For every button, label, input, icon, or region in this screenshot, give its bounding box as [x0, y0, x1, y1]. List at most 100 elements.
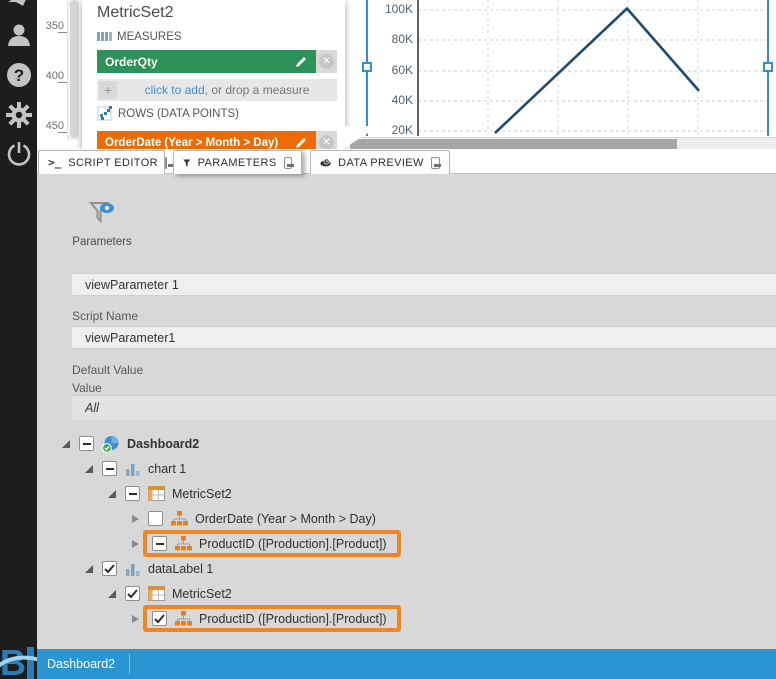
default-value-field[interactable]: All — [72, 395, 776, 420]
add-measure-row[interactable]: + click to add, or drop a measure — [97, 79, 337, 101]
dock-tabstrip: >_ SCRIPT EDITOR PARAMETERS DATA PREVIEW — [37, 149, 776, 174]
tree-row-metricset2[interactable]: MetricSet2 — [37, 581, 776, 606]
tab-label: DATA PREVIEW — [338, 156, 424, 169]
tree-label: ProductID ([Production].[Product]) — [199, 611, 387, 626]
tree-checkbox-indeterminate[interactable] — [79, 436, 94, 451]
tree-row-productid-production-product[interactable]: ProductID ([Production].[Product]) — [37, 530, 776, 557]
tree-row-productid-production-product[interactable]: ProductID ([Production].[Product]) — [37, 605, 776, 632]
default-value-current: All — [85, 401, 99, 415]
tree-label: ProductID ([Production].[Product]) — [199, 536, 387, 551]
parameters-panel: Parameters viewParameter 1 Script Name v… — [37, 175, 776, 649]
chart-icon — [126, 463, 140, 476]
y-axis-tick-label: 20K — [391, 123, 413, 137]
edit-pencil-icon[interactable] — [294, 55, 308, 69]
checkmark — [154, 613, 165, 623]
ruler-tick-label: 350 — [45, 20, 64, 32]
expand-arrow-icon[interactable] — [129, 514, 141, 523]
tab-label: SCRIPT EDITOR — [68, 156, 159, 169]
click-to-add-link[interactable]: click to add — [144, 83, 205, 97]
hierarchy-icon — [175, 611, 192, 626]
ruler-tick-mark — [58, 32, 68, 33]
y-axis-tick-label: 60K — [391, 63, 413, 77]
tree-checkbox-unchecked[interactable] — [148, 511, 163, 526]
tree-checkbox-checked[interactable] — [152, 611, 167, 626]
line-chart[interactable]: 100K 80K 60K 40K 20K — [343, 0, 776, 149]
view-tab-dashboard2[interactable]: Dashboard2 — [47, 657, 116, 671]
measure-pill-orderqty[interactable]: OrderQty ✕ — [97, 50, 337, 73]
remove-measure-button[interactable]: ✕ — [316, 50, 337, 73]
tree-row-dashboard2[interactable]: Dashboard2 — [37, 431, 776, 456]
script-name-field[interactable]: viewParameter1 — [72, 326, 776, 349]
power-icon[interactable] — [0, 141, 37, 167]
plus-icon[interactable]: + — [99, 81, 117, 99]
tree-checkbox-indeterminate[interactable] — [125, 486, 140, 501]
row-pill-label: OrderDate (Year > Month > Day) — [105, 136, 279, 149]
element-tree: Dashboard2 chart 1 MetricSet2 OrderDate (Ye… — [37, 431, 776, 632]
y-axis-tick-label: 100K — [384, 2, 413, 16]
metricset-icon — [148, 486, 165, 501]
chart-icon — [126, 563, 140, 576]
dashboard-canvas: 350 400 450 MetricSet2 MEASURES OrderQty — [37, 0, 776, 149]
collapse-arrow-icon[interactable] — [106, 589, 118, 598]
undock-window-icon[interactable] — [283, 156, 295, 169]
indeterminate-mark — [105, 467, 114, 470]
undock-window-icon[interactable] — [430, 156, 442, 169]
horizontal-scrollbar[interactable] — [350, 137, 776, 149]
tree-row-datalabel-1[interactable]: dataLabel 1 — [37, 556, 776, 581]
tab-parameters[interactable]: PARAMETERS — [173, 150, 302, 174]
user-icon[interactable] — [0, 22, 37, 48]
close-icon: ✕ — [319, 54, 334, 69]
indeterminate-mark — [155, 542, 164, 545]
tree-row-chart-1[interactable]: chart 1 — [37, 456, 776, 481]
highlight-box: ProductID ([Production].[Product]) — [143, 605, 401, 632]
expand-arrow-icon[interactable] — [129, 539, 141, 548]
eye-icon — [320, 158, 331, 167]
row-pill-orderdate[interactable]: OrderDate (Year > Month > Day) ✕ — [97, 131, 337, 149]
tab-data-preview[interactable]: DATA PREVIEW — [310, 150, 450, 174]
edit-pencil-icon[interactable] — [294, 136, 308, 150]
tab-script-editor[interactable]: >_ SCRIPT EDITOR — [38, 150, 176, 174]
metricset-icon — [148, 586, 165, 601]
dundas-bi-logo[interactable]: B — [0, 645, 37, 679]
tree-checkbox-indeterminate[interactable] — [152, 536, 167, 551]
hierarchy-icon — [175, 536, 192, 551]
checkmark — [127, 588, 138, 598]
collapse-arrow-icon[interactable] — [83, 464, 95, 473]
indeterminate-mark — [128, 492, 137, 495]
resize-handle-right[interactable] — [763, 62, 773, 72]
help-icon[interactable]: ? — [0, 62, 37, 88]
tree-checkbox-indeterminate[interactable] — [102, 461, 117, 476]
tree-row-metricset2[interactable]: MetricSet2 — [37, 481, 776, 506]
add-rest-text: , or drop a measure — [204, 83, 310, 97]
default-value-label: Default Value — [72, 363, 144, 377]
metricset-panel-title: MetricSet2 — [97, 4, 174, 21]
parameter-name-value: viewParameter 1 — [85, 277, 179, 292]
tree-row-orderdate-year-month-day[interactable]: OrderDate (Year > Month > Day) — [37, 506, 776, 531]
send-icon[interactable] — [0, 0, 37, 10]
ruler-tick-label: 400 — [45, 70, 64, 82]
tree-checkbox-checked[interactable] — [125, 586, 140, 601]
parameters-button[interactable]: Parameters — [67, 201, 137, 248]
tree-label: MetricSet2 — [172, 486, 232, 501]
tree-checkbox-checked[interactable] — [102, 561, 117, 576]
ruler-tick-label: 450 — [45, 120, 64, 132]
script-name-label: Script Name — [72, 309, 139, 323]
expand-arrow-icon[interactable] — [129, 614, 141, 623]
script-name-value: viewParameter1 — [85, 330, 176, 345]
vertical-scrollbar-thumb[interactable] — [69, 0, 78, 138]
highlight-box: ProductID ([Production].[Product]) — [143, 530, 401, 557]
resize-handle-left[interactable] — [362, 62, 372, 72]
collapse-arrow-icon[interactable] — [60, 439, 72, 448]
vertical-scrollbar[interactable] — [67, 0, 79, 140]
undock-window-icon[interactable] — [165, 156, 176, 169]
tree-label: chart 1 — [148, 461, 187, 476]
horizontal-scrollbar-thumb[interactable] — [350, 139, 677, 149]
collapse-arrow-icon[interactable] — [83, 564, 95, 573]
collapse-arrow-icon[interactable] — [106, 489, 118, 498]
settings-gear-icon[interactable] — [0, 101, 37, 129]
ruler-tick-mark — [58, 82, 68, 83]
view-tab-separator — [129, 654, 131, 674]
remove-row-button[interactable]: ✕ — [316, 131, 337, 149]
chart-plot-area — [417, 0, 769, 136]
parameter-name-field[interactable]: viewParameter 1 — [72, 273, 776, 296]
